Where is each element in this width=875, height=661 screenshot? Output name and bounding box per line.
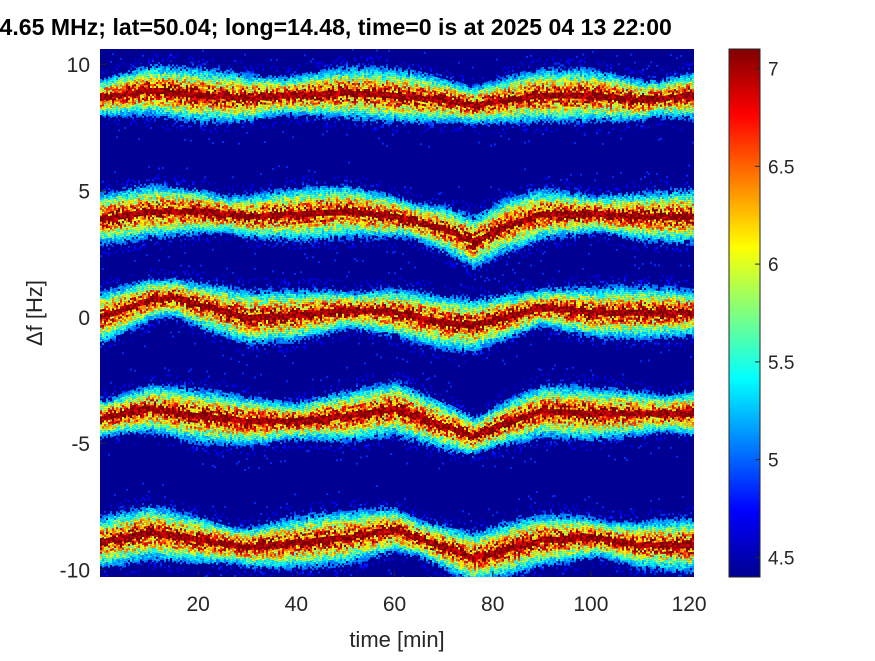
colorbar-gradient (729, 49, 760, 577)
x-tick-label: 40 (285, 593, 308, 616)
y-tick-label: 10 (67, 54, 90, 77)
plot-area (100, 43, 694, 607)
colorbar-tick-label: 5 (768, 451, 779, 472)
y-axis-label: Δf [Hz] (22, 280, 47, 346)
colorbar-tick-label: 6 (768, 255, 779, 276)
colorbar-tick-label: 4.5 (768, 548, 794, 569)
x-tick-label: 100 (573, 593, 608, 616)
colorbar-tick-label: 7 (768, 60, 779, 81)
x-tick-label: 60 (383, 593, 406, 616)
y-tick-label: 5 (78, 180, 90, 203)
x-tick-label: 80 (481, 593, 504, 616)
colorbar: 4.5 5 5.5 6 6.5 7 (729, 49, 794, 577)
y-tick-label: -10 (60, 559, 90, 582)
chart-title: =4.65 MHz; lat=50.04; long=14.48, time=0… (0, 14, 875, 41)
x-axis-label: time [min] (349, 627, 444, 652)
x-tick-label: 20 (187, 593, 210, 616)
colorbar-tick-label: 6.5 (768, 157, 794, 178)
y-tick-label: 0 (78, 307, 90, 330)
x-tick-label: 120 (672, 593, 707, 616)
y-tick-label: -5 (71, 433, 90, 456)
colorbar-tick-label: 5.5 (768, 353, 794, 374)
